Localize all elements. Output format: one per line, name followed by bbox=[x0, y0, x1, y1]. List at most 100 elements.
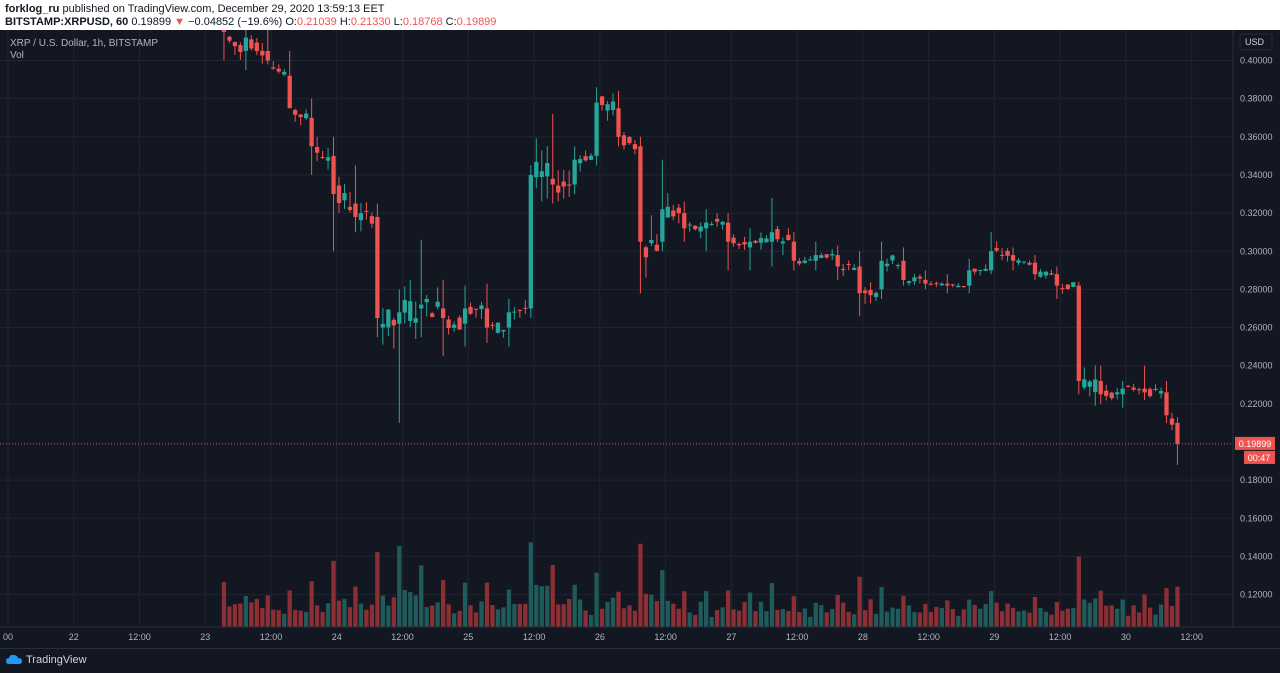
candlesticks bbox=[221, 30, 1180, 465]
candle-body bbox=[654, 244, 659, 251]
time-axis[interactable]: 00 22 12:00 23 12:00 24 12:00 25 12:00 26 12:00 27 1… bbox=[3, 632, 1203, 642]
time-tick-label: 12:00 bbox=[654, 632, 677, 642]
symbol-ohlc: BITSTAMP:XRPUSD, 60 0.19899 ▼ −0.04852 (… bbox=[5, 16, 496, 28]
candle-body bbox=[517, 310, 522, 312]
volume-bar bbox=[528, 542, 533, 627]
volume-bars bbox=[221, 542, 1180, 627]
volume-bar bbox=[961, 609, 966, 627]
volume-bar bbox=[314, 605, 320, 627]
volume-bar bbox=[468, 605, 473, 627]
candle-body bbox=[473, 308, 479, 310]
volume-bar bbox=[1126, 615, 1131, 627]
volume-bar bbox=[1054, 602, 1060, 627]
candle-body bbox=[895, 265, 901, 267]
volume-bar bbox=[1049, 614, 1054, 627]
tradingview-logo[interactable]: TradingView bbox=[6, 654, 87, 666]
volume-bar bbox=[495, 609, 501, 627]
candle-body bbox=[221, 30, 227, 32]
volume-bar bbox=[243, 595, 248, 627]
candle-body bbox=[862, 290, 868, 294]
candle-body bbox=[342, 193, 347, 201]
series-title[interactable]: XRP / U.S. Dollar, 1h, BITSTAMP bbox=[10, 38, 159, 49]
volume-bar bbox=[857, 576, 862, 627]
candle-body bbox=[802, 260, 807, 263]
author-name[interactable]: forklog_ru bbox=[5, 3, 60, 15]
candle-body bbox=[1082, 379, 1087, 388]
candle-body bbox=[621, 135, 627, 146]
last-price: 0.19899 bbox=[131, 16, 172, 28]
volume-bar bbox=[835, 594, 840, 627]
candle-body bbox=[1147, 389, 1153, 396]
volume-bar bbox=[643, 593, 649, 627]
volume-bar bbox=[336, 600, 342, 627]
countdown-box bbox=[1244, 450, 1275, 464]
candle-body bbox=[468, 306, 473, 314]
time-tick-label: 12:00 bbox=[1180, 632, 1203, 642]
candle-body bbox=[764, 238, 769, 243]
publish-text: published on TradingView.com, December 2… bbox=[59, 3, 385, 15]
footer: TradingView bbox=[0, 648, 1280, 673]
candle-body bbox=[1043, 271, 1049, 276]
candle-body bbox=[961, 285, 966, 287]
volume-bar bbox=[539, 586, 544, 627]
volume-bar bbox=[676, 608, 681, 627]
volume-bar bbox=[736, 610, 742, 627]
volume-bar bbox=[490, 605, 495, 627]
candle-body bbox=[1060, 288, 1065, 290]
price-tick-label: 0.36000 bbox=[1240, 132, 1273, 142]
volume-bar bbox=[567, 598, 572, 627]
candle-body bbox=[852, 267, 857, 270]
volume-bar bbox=[1093, 598, 1098, 627]
candle-body bbox=[649, 239, 654, 244]
volume-bar bbox=[917, 612, 923, 627]
candle-body bbox=[846, 263, 851, 265]
volume-bar bbox=[397, 545, 402, 627]
currency-button[interactable]: USD bbox=[1239, 33, 1273, 51]
volume-bar bbox=[534, 584, 539, 627]
price-change: −0.04852 (−19.6%) bbox=[188, 16, 283, 28]
candle-body bbox=[331, 155, 336, 195]
time-tick-label: 12:00 bbox=[1049, 632, 1072, 642]
volume-bar bbox=[605, 601, 610, 627]
candle-body bbox=[747, 241, 753, 248]
candle-body bbox=[928, 283, 933, 285]
volume-bar bbox=[1109, 605, 1114, 627]
volume-bar bbox=[967, 599, 972, 627]
price-chart[interactable]: 0.12000 0.14000 0.16000 0.18000 0.22000 0.240… bbox=[0, 30, 1280, 648]
volume-bar bbox=[550, 564, 555, 627]
volume-bar bbox=[994, 602, 999, 627]
volume-bar bbox=[473, 612, 479, 627]
candle-body bbox=[249, 39, 254, 49]
candle-body bbox=[424, 299, 429, 303]
volume-bar bbox=[293, 609, 298, 627]
volume-bar bbox=[304, 611, 309, 627]
candle-body bbox=[397, 312, 402, 324]
candle-body bbox=[660, 209, 665, 242]
price-axis[interactable]: 0.12000 0.14000 0.16000 0.18000 0.22000 0.240… bbox=[1240, 56, 1273, 600]
volume-bar bbox=[775, 609, 780, 627]
candle-body bbox=[364, 210, 369, 212]
currency-button-box[interactable] bbox=[1239, 33, 1273, 51]
candle-body bbox=[325, 157, 331, 161]
volume-bar bbox=[594, 572, 599, 627]
volume-legend[interactable]: Vol bbox=[10, 50, 24, 61]
time-tick-label: 00 bbox=[3, 632, 13, 642]
candle-body bbox=[227, 36, 232, 41]
candle-body bbox=[643, 247, 649, 258]
candle-body bbox=[578, 159, 583, 164]
candle-body bbox=[994, 248, 999, 251]
volume-bar bbox=[1142, 594, 1147, 627]
volume-bar bbox=[276, 610, 281, 627]
candle-body bbox=[265, 50, 270, 61]
candle-body bbox=[616, 108, 621, 137]
volume-bar bbox=[682, 591, 687, 627]
currency-label[interactable]: USD bbox=[1245, 37, 1265, 47]
volume-bar bbox=[1136, 612, 1142, 627]
candle-body bbox=[884, 263, 890, 267]
time-tick-label: 24 bbox=[332, 632, 342, 642]
price-tick-label: 0.32000 bbox=[1240, 208, 1273, 218]
candle-body bbox=[950, 284, 955, 286]
candle-body bbox=[934, 283, 939, 285]
volume-bar bbox=[797, 612, 802, 627]
volume-bar bbox=[1021, 610, 1027, 627]
